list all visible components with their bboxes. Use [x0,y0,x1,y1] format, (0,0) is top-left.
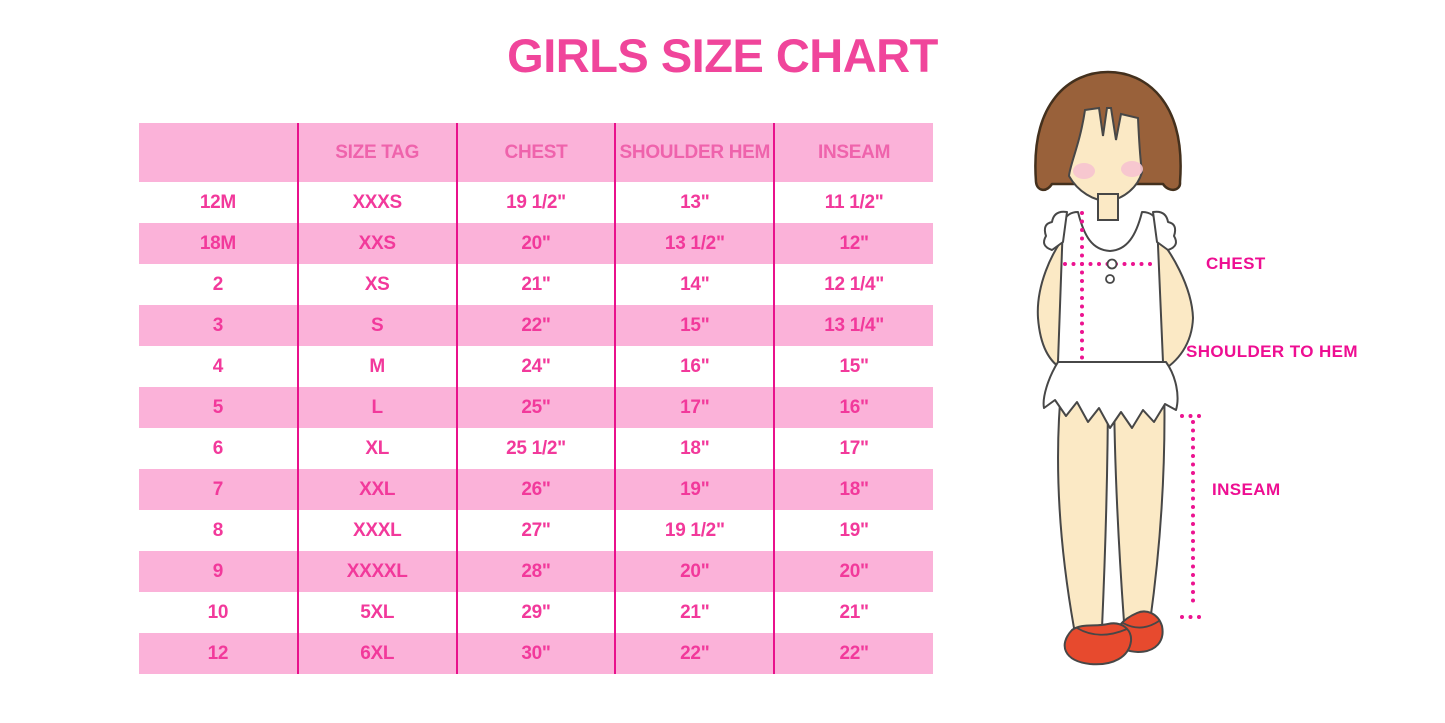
table-cell: 11 1/2" [773,182,933,223]
column-header [139,123,298,182]
table-cell: 8 [212,519,224,541]
table-cell: L [296,387,457,428]
table-cell: 22" [773,633,933,674]
table-cell: 27" [455,510,616,551]
table-cell: 4 [212,355,224,377]
inseam-label: INSEAM [1212,480,1281,499]
page-title: GIRLS SIZE CHART [507,29,938,82]
size-chart-table: SIZE TAG CHEST SHOULDER HEM INSEAM 12M XXXS 1… [139,123,933,674]
table-cell: 17" [773,428,933,469]
table-cell: 9 [212,560,224,582]
table-cell: 15" [614,305,775,346]
table-cell: 25 1/2" [455,428,616,469]
column-header: INSEAM [773,123,933,182]
table-cell: XXXS [296,182,457,223]
girl-left-leg [1057,379,1110,629]
measurement-figure: CHEST SHOULDER TO HEM INSEAM [1000,60,1445,700]
girl-right-shoe-strap [1122,620,1160,629]
table-cell: 28" [455,551,616,592]
table-cell: XXS [296,223,457,264]
column-header: SIZE TAG [296,123,457,182]
table-cell: 26" [455,469,616,510]
table-cell: 3 [212,314,224,336]
table-row: 2 XS 21" 14" 12 1/4" [139,264,933,305]
girl-bottom-button [1105,274,1115,284]
table-cell: 19 1/2" [614,510,775,551]
shoulder-to-hem-label: SHOULDER TO HEM [1186,342,1358,361]
table-cell: 12 1/4" [773,264,933,305]
table-cell: 22" [614,633,775,674]
table-cell: 5 [212,396,224,418]
table-row: 6 XL 25 1/2" 18" 17" [139,428,933,469]
column-header: CHEST [455,123,616,182]
table-cell: 18" [773,469,933,510]
table-cell: 21" [455,264,616,305]
table-cell: XXXL [296,510,457,551]
table-cell: XL [296,428,457,469]
table-cell: 5XL [296,592,457,633]
size-table-body: 12M XXXS 19 1/2" 13" 11 1/2" 18M XXS 20" 13 1/2"… [139,182,933,674]
table-cell: 20" [614,551,775,592]
table-cell: 19 1/2" [455,182,616,223]
table-cell: 22" [455,305,616,346]
table-cell: 6XL [296,633,457,674]
table-cell: 20" [773,551,933,592]
girl-skirt [1042,361,1179,429]
table-row: 3 S 22" 15" 13 1/4" [139,305,933,346]
chest-label: CHEST [1206,254,1266,273]
girl-neck [1097,193,1119,221]
girl-right-ruffle [1152,210,1177,251]
table-row: 12 6XL 30" 22" 22" [139,633,933,674]
girl-top-button [1106,258,1118,270]
table-cell: 20" [455,223,616,264]
table-row: 8 XXXL 27" 19 1/2" 19" [139,510,933,551]
table-cell: 17" [614,387,775,428]
girl-left-shoe-strap [1076,627,1128,636]
table-cell: 30" [455,633,616,674]
table-row: 9 XXXXL 28" 20" 20" [139,551,933,592]
table-cell: 21" [614,592,775,633]
table-cell: 6 [212,437,224,459]
table-cell: XXXXL [296,551,457,592]
table-row: 7 XXL 26" 19" 18" [139,469,933,510]
table-cell: 25" [455,387,616,428]
table-cell: 16" [614,346,775,387]
girl-left-blush [1073,163,1095,179]
table-cell: S [296,305,457,346]
table-cell: 2 [212,273,224,295]
table-header-row: SIZE TAG CHEST SHOULDER HEM INSEAM [139,123,933,182]
table-row: 4 M 24" 16" 15" [139,346,933,387]
table-cell: 24" [455,346,616,387]
table-row: 5 L 25" 17" 16" [139,387,933,428]
table-cell: 16" [773,387,933,428]
girl-left-ruffle [1043,210,1068,251]
table-cell: M [296,346,457,387]
table-row: 18M XXS 20" 13 1/2" 12" [139,223,933,264]
column-header: SHOULDER HEM [614,123,775,182]
table-cell: 10 [207,601,229,623]
table-cell: XS [296,264,457,305]
girl-top [1057,211,1164,363]
table-cell: 12M [199,191,236,213]
girl-illustration [1034,70,1206,666]
table-row: 10 5XL 29" 21" 21" [139,592,933,633]
table-cell: 12" [773,223,933,264]
table-cell: 13" [614,182,775,223]
table-cell: 18" [614,428,775,469]
table-cell: 18M [199,232,236,254]
girl-left-shoe [1063,622,1133,666]
table-cell: 29" [455,592,616,633]
girl-right-blush [1121,161,1143,177]
table-cell: XXL [296,469,457,510]
table-cell: 13 1/4" [773,305,933,346]
table-cell: 19" [614,469,775,510]
table-cell: 21" [773,592,933,633]
table-cell: 12 [207,642,229,664]
table-row: 12M XXXS 19 1/2" 13" 11 1/2" [139,182,933,223]
table-cell: 15" [773,346,933,387]
table-cell: 14" [614,264,775,305]
table-cell: 19" [773,510,933,551]
table-cell: 13 1/2" [614,223,775,264]
table-cell: 7 [212,478,224,500]
